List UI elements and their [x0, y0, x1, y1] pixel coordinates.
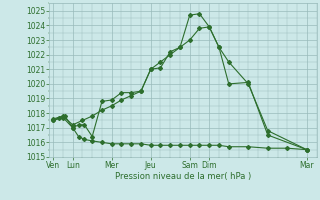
X-axis label: Pression niveau de la mer( hPa ): Pression niveau de la mer( hPa ) [115, 172, 251, 181]
